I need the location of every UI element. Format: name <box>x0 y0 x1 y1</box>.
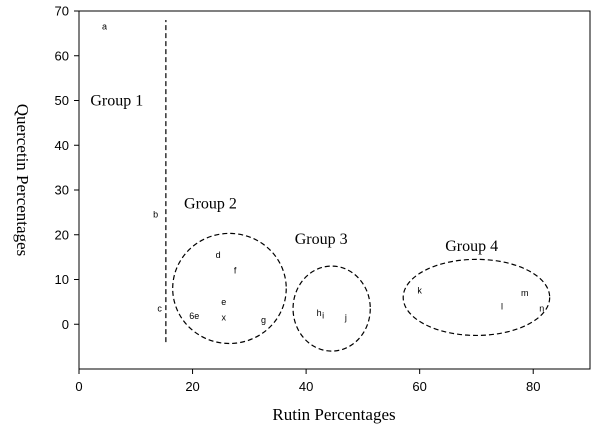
group-2-label: Group 2 <box>184 195 237 212</box>
point-label-m: m <box>521 288 529 298</box>
y-tick-label: 0 <box>62 317 69 332</box>
point-label-i: i <box>322 310 324 320</box>
point-label-n: n <box>539 304 544 314</box>
point-label-e: e <box>221 297 226 307</box>
point-label-6e: 6e <box>189 311 199 321</box>
data-points: a b c 6e d f ex g h i j k l mn <box>102 22 544 325</box>
group-2-ellipse <box>172 232 287 345</box>
x-tick-label: 20 <box>185 379 199 394</box>
group-3-ellipse <box>292 265 371 352</box>
point-label-a: a <box>102 22 107 32</box>
point-label-f: f <box>234 266 237 276</box>
point-label-g: g <box>261 315 266 325</box>
y-tick-label: 40 <box>55 138 69 153</box>
y-tick-label: 20 <box>55 227 69 242</box>
point-label-x: x <box>222 313 227 323</box>
y-tick-label: 30 <box>55 183 69 198</box>
x-tick-label: 80 <box>526 379 540 394</box>
y-tick-label: 70 <box>55 4 69 19</box>
group-4-label: Group 4 <box>445 238 498 255</box>
y-tick-label: 10 <box>55 272 69 287</box>
group-labels: Group 1 Group 2 Group 3 Group 4 <box>90 93 498 255</box>
group-1-label: Group 1 <box>90 93 143 110</box>
x-tick-label: 0 <box>75 379 82 394</box>
plot-frame <box>78 10 591 370</box>
x-axis: 0 20 40 60 80 <box>75 369 540 394</box>
group-4-ellipse <box>402 258 551 337</box>
x-axis-title: Rutin Percentages <box>272 405 395 424</box>
y-axis-title: Quercetin Percentages <box>13 104 32 256</box>
point-label-d: d <box>216 250 221 260</box>
point-label-h: h <box>317 308 322 318</box>
y-tick-label: 60 <box>55 48 69 63</box>
point-label-b: b <box>153 210 158 220</box>
group-3-label: Group 3 <box>295 231 348 248</box>
y-tick-label: 50 <box>55 93 69 108</box>
x-tick-label: 60 <box>412 379 426 394</box>
group-shapes <box>165 19 551 352</box>
point-label-j: j <box>344 313 347 323</box>
y-axis: 0 10 20 30 40 50 60 70 <box>55 4 79 332</box>
point-label-c: c <box>157 304 162 314</box>
point-label-k: k <box>417 286 422 296</box>
point-label-l: l <box>501 301 503 311</box>
x-tick-label: 40 <box>299 379 313 394</box>
